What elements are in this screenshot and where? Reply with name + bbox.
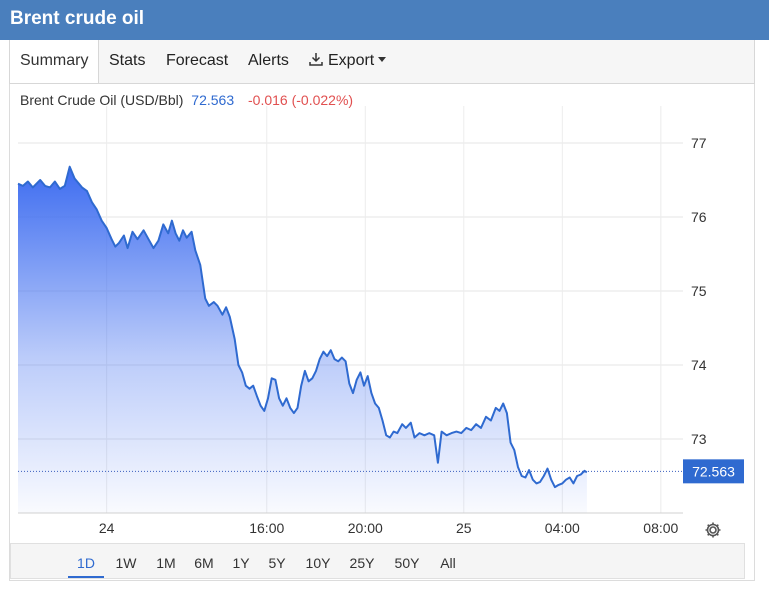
chevron-down-icon	[378, 57, 387, 62]
y-tick-label: 75	[691, 283, 707, 299]
x-tick-label: 04:00	[545, 520, 580, 536]
x-tick-label: 08:00	[643, 520, 678, 536]
price-area	[18, 166, 587, 513]
range-1y[interactable]: 1Y	[232, 555, 250, 571]
range-50y[interactable]: 50Y	[394, 555, 420, 571]
last-price-label: 72.563	[692, 463, 735, 479]
x-tick-label: 24	[99, 520, 115, 536]
tab-export[interactable]: Export	[298, 40, 396, 83]
range-10y[interactable]: 10Y	[305, 555, 331, 571]
chart-legend: Brent Crude Oil (USD/Bbl) 72.563 -0.016 …	[20, 92, 353, 108]
tab-export-label: Export	[328, 52, 375, 69]
chart-panel	[9, 84, 755, 581]
y-tick-label: 73	[691, 431, 707, 447]
range-6m[interactable]: 6M	[194, 555, 214, 571]
legend-change: -0.016 (-0.022%)	[248, 92, 354, 108]
y-tick-label: 74	[691, 357, 707, 373]
range-1w[interactable]: 1W	[115, 555, 137, 571]
x-tick-label: 25	[456, 520, 472, 536]
tab-alerts[interactable]: Alerts	[248, 52, 289, 69]
range-25y[interactable]: 25Y	[349, 555, 375, 571]
y-tick-label: 76	[691, 209, 707, 225]
price-line	[17, 165, 588, 489]
y-tick-label: 77	[691, 135, 707, 151]
tab-stats[interactable]: Stats	[109, 52, 146, 69]
tab-bar: Summary Stats Forecast Alerts Export	[9, 40, 755, 84]
header-bar: Brent crude oil	[0, 0, 769, 40]
x-tick-label: 16:00	[249, 520, 284, 536]
tab-forecast[interactable]: Forecast	[166, 52, 229, 69]
page-title: Brent crude oil	[10, 8, 145, 29]
range-selector: 1D 1W 1M 6M 1Y 5Y 10Y 25Y 50Y All	[10, 543, 745, 579]
gear-icon[interactable]	[703, 520, 723, 540]
last-price-badge	[683, 459, 744, 484]
range-1m[interactable]: 1M	[156, 555, 176, 571]
download-icon	[309, 53, 323, 66]
legend-price: 72.563	[191, 92, 235, 108]
range-1d[interactable]: 1D	[68, 544, 104, 578]
legend-instrument: Brent Crude Oil (USD/Bbl)	[20, 92, 184, 108]
x-tick-label: 20:00	[348, 520, 383, 536]
range-all[interactable]: All	[440, 555, 456, 571]
range-5y[interactable]: 5Y	[268, 555, 286, 571]
tab-summary[interactable]: Summary	[10, 40, 100, 83]
